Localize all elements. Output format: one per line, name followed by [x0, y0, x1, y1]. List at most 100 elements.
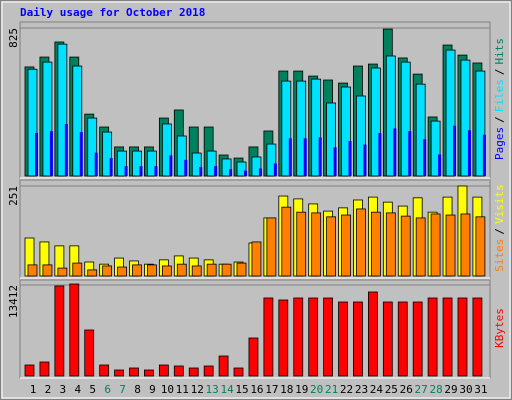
bar [35, 132, 38, 176]
bar [408, 131, 412, 176]
bar [99, 364, 110, 377]
legend-entry: KBytes [493, 308, 506, 348]
y-tick-label: 825 [7, 28, 20, 48]
bar [460, 213, 471, 277]
x-tick-label: 11 [176, 383, 189, 396]
bar [341, 86, 351, 177]
bar [318, 137, 322, 176]
x-tick-label: 16 [250, 383, 263, 396]
bar [218, 355, 229, 377]
legend-separator: / [493, 116, 506, 123]
bar [169, 155, 173, 176]
x-tick-label: 26 [400, 383, 413, 396]
bar [188, 367, 199, 377]
bar [370, 211, 381, 277]
bar [236, 161, 247, 177]
bar [191, 152, 202, 177]
bar [199, 167, 203, 176]
x-tick-label: 3 [60, 383, 67, 396]
bar [49, 131, 53, 176]
bar [296, 211, 307, 277]
legend-separator: / [493, 228, 506, 235]
bar [147, 150, 157, 177]
bar [229, 169, 233, 176]
bar [57, 267, 68, 277]
bar [308, 297, 319, 377]
x-tick-label: 10 [161, 383, 174, 396]
bar [109, 158, 113, 176]
x-tick-label: 1 [30, 383, 37, 396]
bar [206, 150, 217, 177]
bar [147, 264, 157, 277]
x-tick-label: 20 [310, 383, 323, 396]
legend-entry: Hits [493, 38, 506, 65]
bar [457, 297, 468, 377]
bar [438, 154, 442, 176]
bar [203, 365, 214, 377]
bar [27, 264, 38, 277]
bar [214, 166, 218, 176]
y-tick-label: 13412 [7, 285, 20, 318]
x-tick-label: 30 [459, 383, 472, 396]
legend: KBytes [493, 308, 506, 348]
bar [102, 265, 113, 277]
bar [173, 365, 184, 377]
x-tick-label: 4 [74, 383, 81, 396]
bar [251, 241, 262, 277]
bar [236, 262, 247, 277]
bar [353, 301, 363, 377]
bar [397, 301, 408, 377]
bar [191, 265, 202, 277]
bar [311, 78, 322, 177]
bar [367, 291, 378, 377]
bar [266, 143, 277, 177]
bar [87, 269, 98, 277]
bar [161, 265, 172, 277]
x-tick-label: 23 [355, 383, 368, 396]
bar [356, 95, 366, 177]
bar [117, 150, 127, 177]
bar [393, 128, 397, 176]
bar [378, 132, 382, 176]
bar [248, 337, 259, 377]
bar [129, 367, 139, 377]
bar [370, 67, 381, 177]
bar [139, 166, 143, 176]
bar [64, 123, 68, 176]
bar [400, 61, 411, 177]
bar [72, 262, 83, 277]
bar [132, 264, 142, 277]
bar [102, 131, 113, 177]
x-tick-label: 12 [191, 383, 204, 396]
bar [84, 329, 95, 377]
x-tick-label: 15 [235, 383, 248, 396]
bar [79, 132, 83, 176]
bar [296, 80, 307, 177]
bar [382, 301, 393, 377]
x-tick-label: 2 [45, 383, 52, 396]
bar [467, 130, 471, 176]
bar [263, 297, 274, 377]
x-tick-label: 28 [429, 383, 442, 396]
bar [161, 123, 172, 177]
bar [54, 285, 65, 377]
bar [385, 55, 396, 177]
bar [326, 216, 337, 277]
x-tick-label: 13 [206, 383, 219, 396]
legend-entry: Visits [493, 184, 506, 224]
bar [356, 208, 366, 277]
bar [39, 361, 50, 377]
legend-entry: Files [493, 79, 506, 112]
bar [326, 102, 337, 177]
x-tick-label: 22 [340, 383, 353, 396]
bar [233, 367, 244, 377]
x-tick-label: 19 [295, 383, 308, 396]
x-tick-label: 29 [444, 383, 457, 396]
bar [303, 138, 307, 176]
x-tick-label: 9 [149, 383, 156, 396]
bar [423, 139, 427, 176]
x-tick-label: 21 [325, 383, 338, 396]
bar [114, 369, 124, 377]
